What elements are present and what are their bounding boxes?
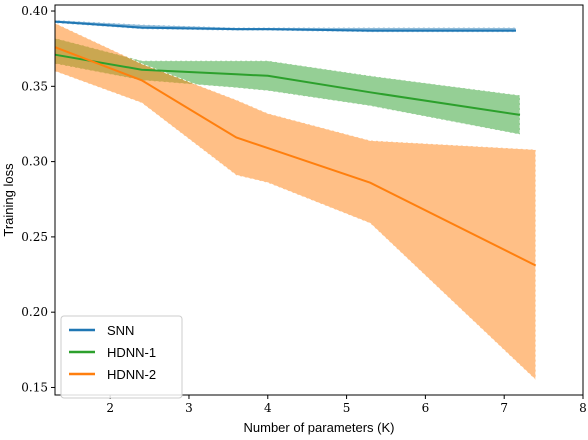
series-lines	[54, 20, 537, 267]
hdnn-1-line	[54, 53, 521, 116]
y-tick-label: 0.20	[21, 305, 48, 319]
snn-band	[54, 19, 517, 33]
axis-ticks: 2 3 4 5 6 7 8 0.15 0.20 0.25 0.30 0.35 0.40	[21, 4, 587, 415]
y-tick-label: 0.40	[21, 4, 48, 18]
x-axis-label: Number of parameters (K)	[244, 420, 395, 435]
x-tick-label: 2	[106, 401, 114, 415]
hdnn-2-line	[54, 46, 537, 267]
hdnn-2-band	[54, 22, 537, 381]
x-tick-label: 3	[185, 401, 193, 415]
y-tick-label: 0.25	[21, 230, 48, 244]
x-tick-label: 8	[579, 401, 587, 415]
legend-label-hdnn-2: HDNN-2	[107, 367, 156, 382]
x-tick-label: 4	[264, 401, 272, 415]
legend: SNN HDNN-1 HDNN-2	[60, 315, 183, 399]
x-tick-label: 6	[422, 401, 430, 415]
legend-label-hdnn-1: HDNN-1	[107, 345, 156, 360]
y-tick-label: 0.30	[21, 155, 48, 169]
legend-box	[60, 315, 183, 399]
x-tick-label: 7	[500, 401, 508, 415]
snn-line	[54, 20, 516, 32]
x-tick-label: 5	[343, 401, 351, 415]
y-axis-label: Training loss	[1, 163, 16, 237]
plot-frame	[54, 4, 584, 396]
y-tick-label: 0.35	[21, 79, 48, 93]
legend-label-snn: SNN	[107, 323, 134, 338]
y-tick-label: 0.15	[21, 380, 48, 394]
